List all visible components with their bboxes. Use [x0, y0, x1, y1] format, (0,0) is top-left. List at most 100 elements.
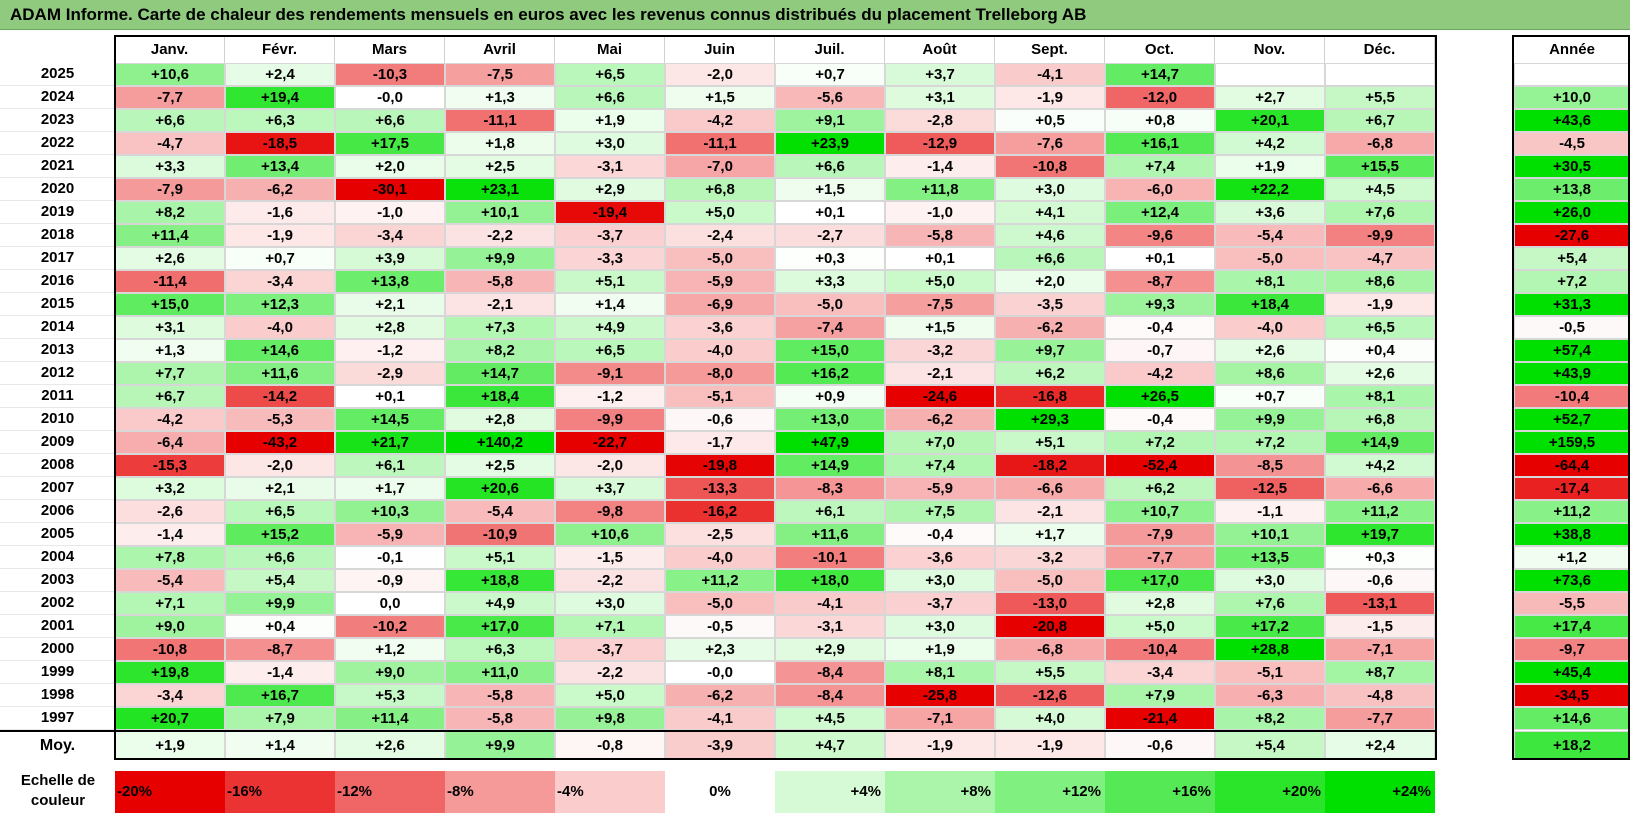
year-label: 2013	[0, 339, 115, 362]
heatmap-cell: -8,4	[775, 661, 885, 684]
year-label: 2006	[0, 500, 115, 523]
heatmap-cell: -0,9	[335, 569, 445, 592]
heatmap-cell: -15,3	[115, 454, 225, 477]
heatmap-cell: +15,0	[775, 339, 885, 362]
heatmap-cell: -30,1	[335, 178, 445, 201]
year-label: 2009	[0, 431, 115, 454]
year-label: 2003	[0, 569, 115, 592]
annual-cell: -64,4	[1514, 454, 1630, 477]
heatmap-cell: +11,2	[1325, 500, 1435, 523]
heatmap-cell: +47,9	[775, 431, 885, 454]
heatmap-cell: -0,6	[665, 408, 775, 431]
heatmap-cell: -1,9	[1325, 293, 1435, 316]
annual-cell: -34,5	[1514, 684, 1630, 707]
year-label: 2011	[0, 385, 115, 408]
heatmap-cell: +10,6	[555, 523, 665, 546]
heatmap-cell: +4,5	[775, 707, 885, 730]
heatmap-cell: -9,8	[555, 500, 665, 523]
heatmap-cell: -3,4	[1105, 661, 1215, 684]
heatmap-cell: +4,5	[1325, 178, 1435, 201]
heatmap-cell: +11,0	[445, 661, 555, 684]
heatmap-cell: -13,0	[995, 592, 1105, 615]
heatmap-cell: -5,4	[1215, 224, 1325, 247]
annual-header: Année	[1549, 41, 1595, 58]
heatmap-cell: +6,7	[1325, 109, 1435, 132]
heatmap-cell: +17,5	[335, 132, 445, 155]
annual-cell: -4,5	[1514, 132, 1630, 155]
heatmap-cell: -9,9	[555, 408, 665, 431]
heatmap-cell: -7,6	[995, 132, 1105, 155]
heatmap-cell: +6,6	[335, 109, 445, 132]
heatmap-cell	[1215, 63, 1325, 86]
heatmap-cell: -52,4	[1105, 454, 1215, 477]
heatmap-cell: -5,0	[1215, 247, 1325, 270]
heatmap-cell: -4,2	[1105, 362, 1215, 385]
heatmap-cell: -3,7	[555, 638, 665, 661]
heatmap-cell: +6,2	[995, 362, 1105, 385]
heatmap-cell: -4,1	[665, 707, 775, 730]
heatmap-cell: -2,2	[445, 224, 555, 247]
annual-cell: -9,7	[1514, 638, 1630, 661]
heatmap-cell: -13,3	[665, 477, 775, 500]
heatmap-cell: +4,0	[995, 707, 1105, 730]
heatmap-cell: +6,6	[775, 155, 885, 178]
heatmap-cell: -5,1	[665, 385, 775, 408]
heatmap-cell: +7,0	[885, 431, 995, 454]
heatmap-cell: +3,0	[555, 132, 665, 155]
color-scale-swatch: +24%	[1325, 771, 1435, 813]
heatmap-cell: -9,6	[1105, 224, 1215, 247]
heatmap-cell: +2,6	[115, 247, 225, 270]
color-scale-swatch: +8%	[885, 771, 995, 813]
heatmap-cell: +14,7	[1105, 63, 1215, 86]
heatmap-cell: +7,4	[1105, 155, 1215, 178]
heatmap-cell: +11,4	[335, 707, 445, 730]
heatmap-cell: -5,8	[445, 270, 555, 293]
heatmap-cell: +13,5	[1215, 546, 1325, 569]
heatmap-cell: +7,2	[1105, 431, 1215, 454]
heatmap-cell: -8,7	[1105, 270, 1215, 293]
heatmap-cell: +1,9	[1215, 155, 1325, 178]
heatmap-cell: -0,1	[335, 546, 445, 569]
month-header: Janv.	[115, 37, 225, 63]
month-header: Mai	[555, 37, 665, 63]
year-label: 2019	[0, 201, 115, 224]
heatmap-cell: +3,3	[775, 270, 885, 293]
heatmap-cell: -2,2	[555, 569, 665, 592]
color-scale-label: Echelle de couleur	[20, 772, 96, 809]
heatmap-cell: -6,9	[665, 293, 775, 316]
heatmap-cell: -2,0	[225, 454, 335, 477]
heatmap-cell: -3,4	[115, 684, 225, 707]
heatmap-cell: +2,0	[995, 270, 1105, 293]
heatmap-cell: -5,8	[445, 684, 555, 707]
year-label: 2021	[0, 155, 115, 178]
heatmap-cell: -2,1	[995, 500, 1105, 523]
heatmap-cell: -12,0	[1105, 86, 1215, 109]
annual-cell: -10,4	[1514, 385, 1630, 408]
heatmap-cell: +22,2	[1215, 178, 1325, 201]
heatmap-cell: +19,8	[115, 661, 225, 684]
heatmap-cell: -6,4	[115, 431, 225, 454]
heatmap-cell: +18,4	[1215, 293, 1325, 316]
annual-cell: -5,5	[1514, 592, 1630, 615]
year-label: 2017	[0, 247, 115, 270]
heatmap-cell: -7,7	[1325, 707, 1435, 730]
heatmap-cell: -19,8	[665, 454, 775, 477]
heatmap-cell: -0,0	[335, 86, 445, 109]
heatmap-cell: +1,5	[775, 178, 885, 201]
heatmap-cell: +8,1	[885, 661, 995, 684]
heatmap-cell: -1,0	[335, 201, 445, 224]
heatmap-cell: -2,1	[445, 293, 555, 316]
month-header: Juil.	[775, 37, 885, 63]
annual-cell: +1,2	[1514, 546, 1630, 569]
heatmap-cell: +3,0	[885, 615, 995, 638]
heatmap-cell: +8,2	[1215, 707, 1325, 730]
heatmap-cell: -2,5	[665, 523, 775, 546]
average-cell: +4,7	[775, 731, 885, 760]
heatmap-cell: +3,2	[115, 477, 225, 500]
heatmap-cell: -0,4	[885, 523, 995, 546]
heatmap-cell: +19,4	[225, 86, 335, 109]
heatmap-cell: -9,1	[555, 362, 665, 385]
heatmap-cell: +29,3	[995, 408, 1105, 431]
heatmap-cell: -16,8	[995, 385, 1105, 408]
average-cell: +9,9	[445, 731, 555, 760]
